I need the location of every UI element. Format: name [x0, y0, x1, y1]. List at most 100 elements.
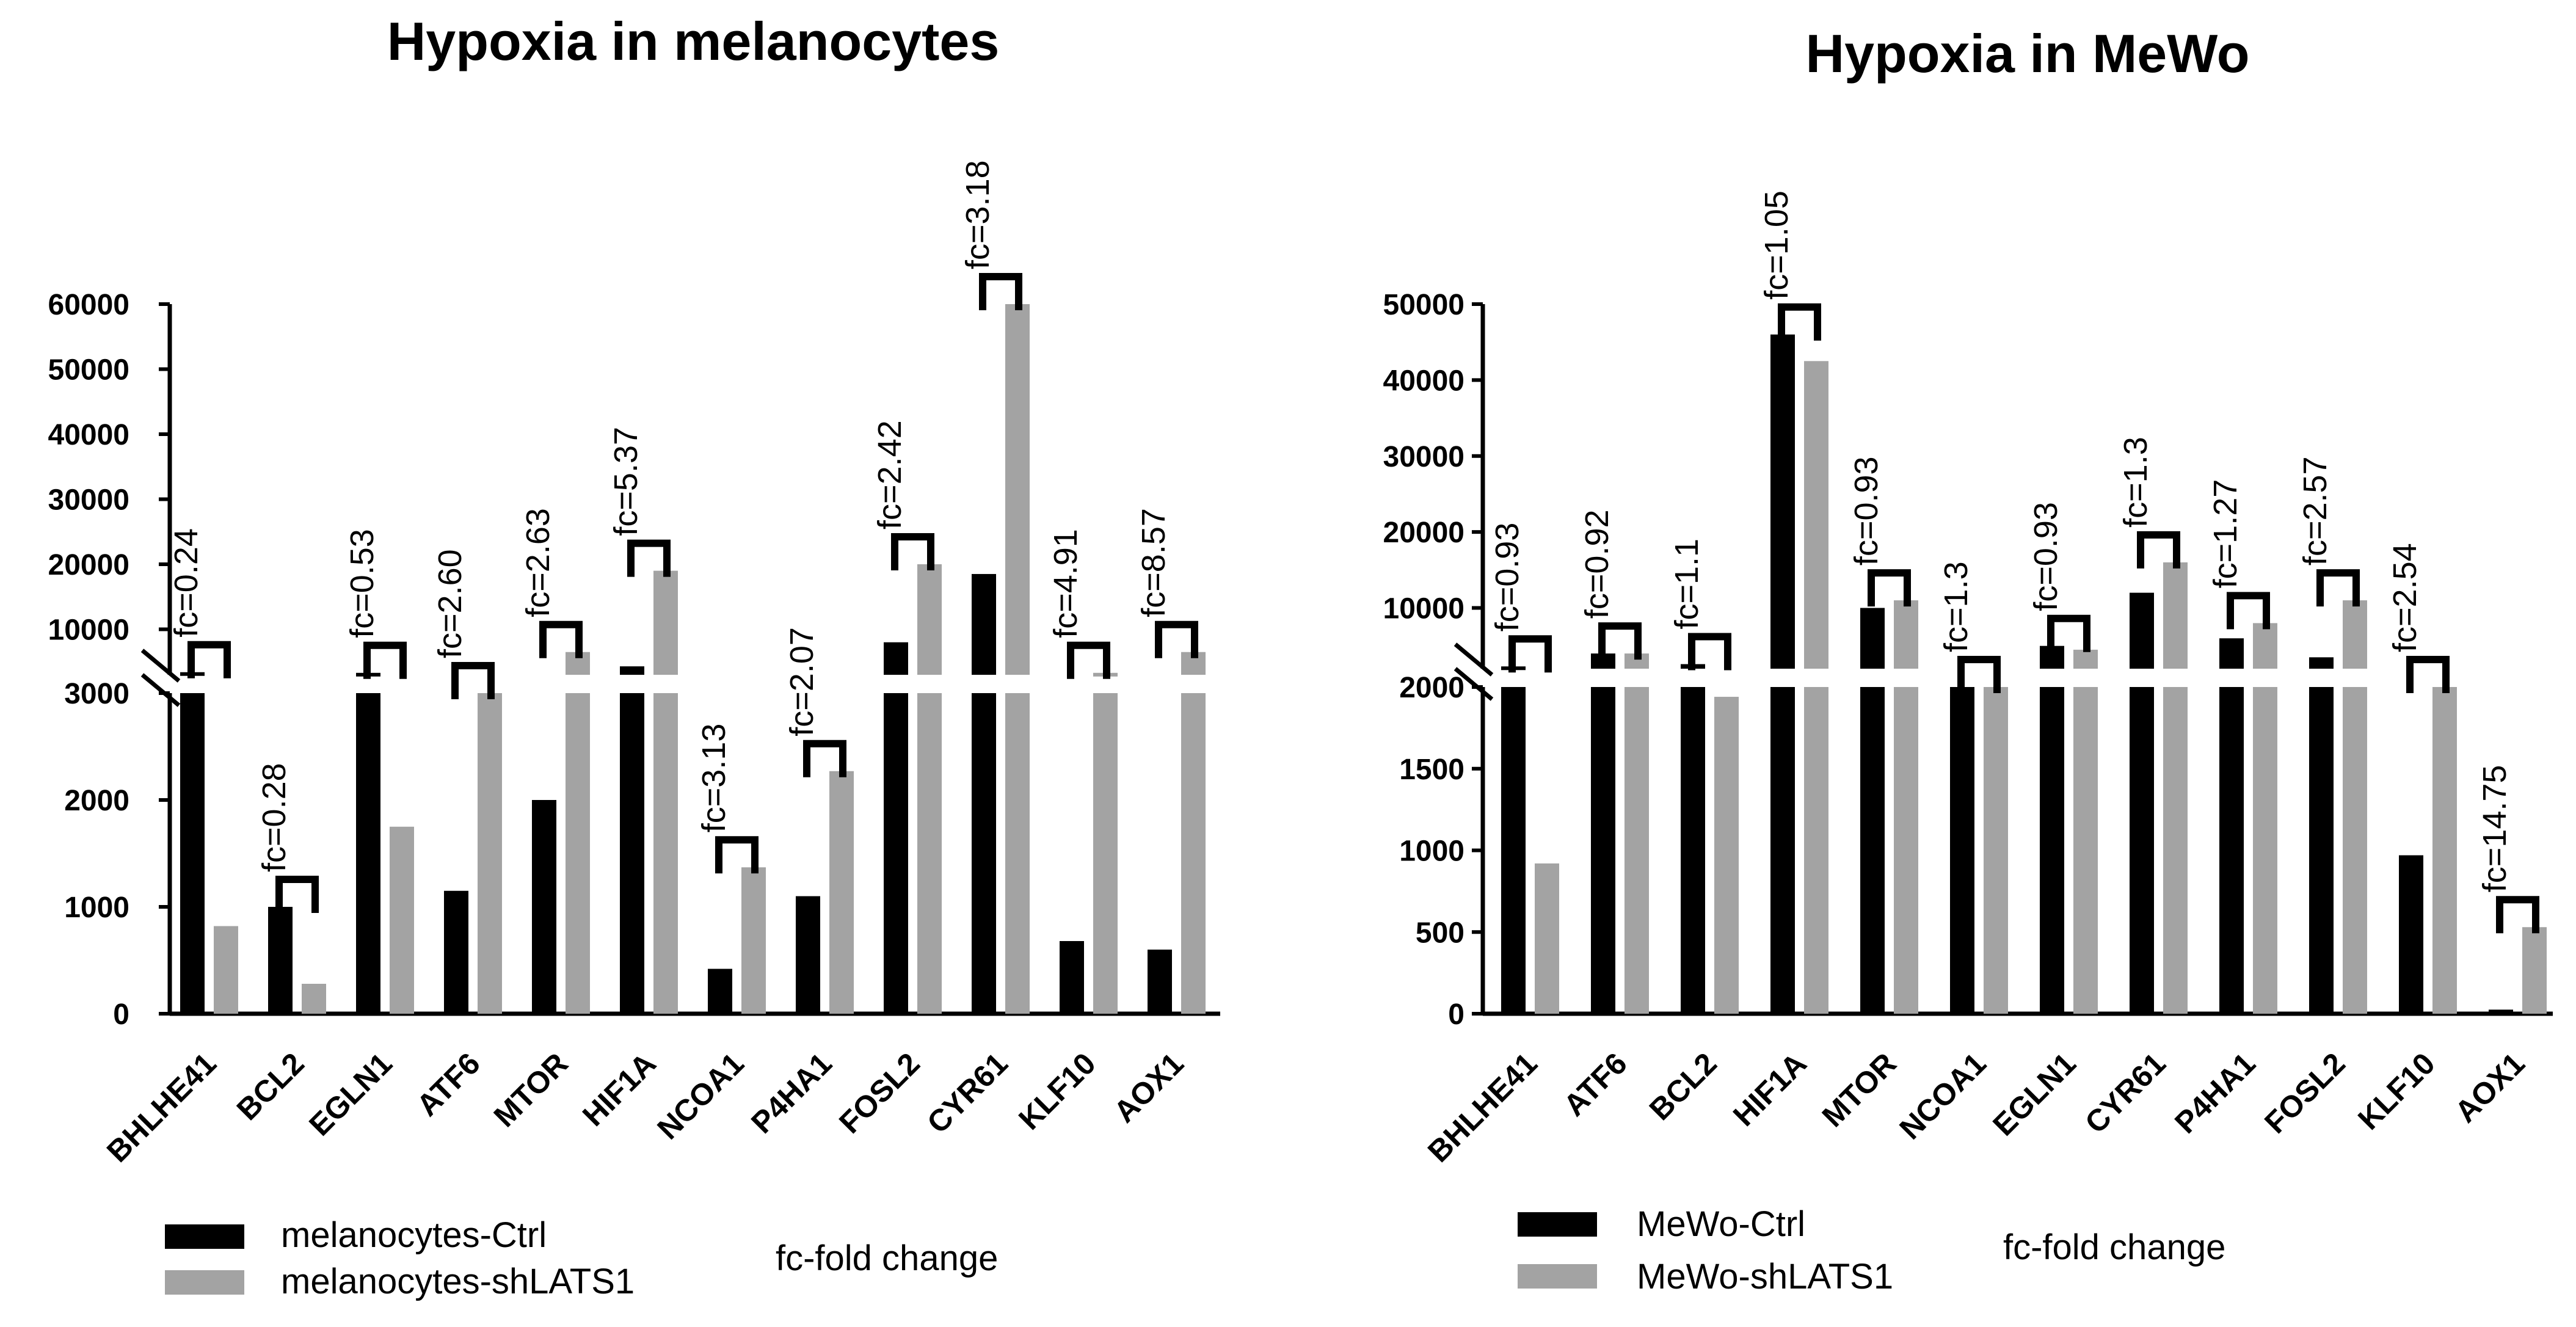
bar-shLATS1 [2343, 600, 2367, 669]
bar-shLATS1 [1804, 361, 1828, 669]
x-tick-label: BHLHE41 [1421, 1046, 1544, 1169]
bars [180, 304, 1206, 1014]
bars [1501, 334, 2547, 1014]
fc-label: fc=0.93 [1489, 523, 1526, 632]
bar-shLATS1 [1093, 693, 1118, 1014]
fc-label: fc=4.91 [1047, 529, 1084, 638]
y-tick-label: 40000 [48, 419, 129, 451]
fc-bracket [979, 273, 1022, 310]
fc-bracket [891, 533, 934, 570]
bar-shLATS1 [2253, 623, 2277, 669]
x-tick-label: CYR61 [2078, 1046, 2172, 1140]
x-tick-label: AOX1 [1107, 1046, 1190, 1129]
bar-ctrl [2309, 687, 2334, 1014]
y-tick-label: 30000 [1383, 441, 1464, 473]
legend-note: fc-fold change [776, 1238, 998, 1278]
legend-swatch-sh [1518, 1264, 1597, 1289]
fc-bracket [539, 620, 583, 658]
fc-bracket [2137, 531, 2180, 569]
fc-bracket [1598, 622, 1642, 660]
fold-change-annotations: fc=0.24 fc=0.28 fc=0.53 fc=2.60 fc=2.63 fc=5.… [168, 160, 1198, 913]
y-tick-label: 20000 [48, 549, 129, 581]
fc-bracket [2406, 656, 2450, 693]
legend-label-ctrl: MeWo-Ctrl [1637, 1204, 1805, 1244]
bar-shLATS1 [2163, 562, 2188, 669]
bar-ctrl [2219, 638, 2244, 669]
y-tick-label: 2000 [1399, 672, 1464, 704]
bar-ctrl [796, 896, 820, 1014]
fc-bracket [363, 641, 407, 679]
fc-bracket [1155, 620, 1198, 658]
fc-label: fc=14.75 [2476, 765, 2513, 893]
fc-label: fc=1.3 [2117, 437, 2154, 528]
y-tick-label: 50000 [1383, 289, 1464, 321]
legend-swatch-ctrl [1518, 1212, 1597, 1237]
bar-ctrl [1860, 687, 1885, 1014]
fc-label: fc=2.57 [2297, 456, 2334, 565]
y-tick-label: 30000 [48, 484, 129, 516]
fc-bracket [2496, 896, 2539, 934]
fc-label: fc=2.07 [784, 627, 820, 736]
legend-label-sh: melanocytes-shLATS1 [281, 1262, 635, 1301]
x-tick-label: MTOR [487, 1046, 575, 1133]
bar-ctrl [2309, 657, 2334, 669]
bar-shLATS1 [2522, 927, 2547, 1014]
bar-shLATS1 [917, 693, 942, 1014]
bar-ctrl [356, 693, 380, 1014]
y-tick-label: 40000 [1383, 365, 1464, 397]
y-tick-label: 50000 [48, 354, 129, 386]
y-tick-label: 1000 [1399, 835, 1464, 868]
x-tick-label: FOSL2 [2258, 1046, 2352, 1140]
bar-ctrl [180, 693, 205, 1014]
fc-bracket [627, 539, 671, 577]
bar-ctrl [2219, 687, 2244, 1014]
x-tick-label: EGLN1 [302, 1046, 398, 1142]
fc-label: fc=2.63 [520, 508, 556, 617]
fc-label: fc=1.27 [2207, 479, 2244, 589]
fold-change-annotations: fc=0.93 fc=0.92 fc=1.1 fc=1.05 fc=0.93 fc=1.3… [1489, 191, 2539, 934]
y-axis: 0 500 1000 1500 2000 10000 20000 30000 40000 5000… [1383, 289, 2553, 1031]
fc-bracket [1508, 635, 1552, 673]
bar-ctrl [2040, 687, 2064, 1014]
fc-label: fc=5.37 [608, 427, 644, 536]
x-tick-label: BCL2 [1643, 1046, 1723, 1127]
bar-shLATS1 [2253, 687, 2277, 1014]
bar-ctrl [1950, 687, 1974, 1014]
x-tick-label: BCL2 [230, 1046, 311, 1127]
x-tick-label: P4HA1 [744, 1046, 839, 1140]
bar-shLATS1 [1005, 304, 1030, 675]
bar-ctrl [532, 800, 556, 1014]
bar-ctrl [972, 573, 996, 675]
fc-label: fc=3.13 [696, 724, 732, 833]
bar-shLATS1 [2073, 649, 2098, 669]
chart-melanocytes: Hypoxia in melanocytes 0 1000 2000 3000 1000… [48, 11, 1220, 1301]
bar-ctrl [268, 907, 293, 1014]
fc-label: fc=3.18 [959, 160, 996, 269]
bar-shLATS1 [1894, 600, 1918, 669]
fc-bracket [1868, 569, 1911, 607]
x-axis-labels: BHLHE41 ATF6 BCL2 HIF1A MTORNCOA1EGLN1CYR61P… [1421, 1046, 2531, 1169]
y-tick-label: 0 [1448, 998, 1464, 1031]
y-tick-label: 60000 [48, 289, 129, 321]
bar-ctrl [1060, 941, 1084, 1014]
x-tick-label: AOX1 [2448, 1046, 2531, 1129]
axis-break-mark [1454, 667, 1494, 701]
x-tick-label: P4HA1 [2168, 1046, 2262, 1140]
bar-ctrl [708, 969, 732, 1014]
fc-bracket [2227, 592, 2270, 630]
x-tick-label: NCOA1 [650, 1046, 750, 1146]
fc-bracket [1957, 656, 2001, 693]
bar-shLATS1 [829, 771, 854, 1014]
bar-shLATS1 [566, 693, 590, 1014]
bar-shLATS1 [2343, 687, 2367, 1014]
y-tick-label: 1000 [64, 892, 129, 924]
chart-mewo: Hypoxia in MeWo 0 500 1000 1500 2000 10000 200… [1383, 23, 2553, 1296]
y-axis: 0 1000 2000 3000 10000 20000 30000 40000 50000 60… [48, 289, 1220, 1031]
bar-ctrl [1860, 608, 1885, 669]
x-tick-label: BHLHE41 [100, 1046, 223, 1169]
bar-shLATS1 [653, 570, 678, 675]
fc-label: fc=0.92 [1579, 509, 1615, 619]
fc-bracket [275, 876, 319, 913]
fc-bracket [1778, 303, 1821, 341]
